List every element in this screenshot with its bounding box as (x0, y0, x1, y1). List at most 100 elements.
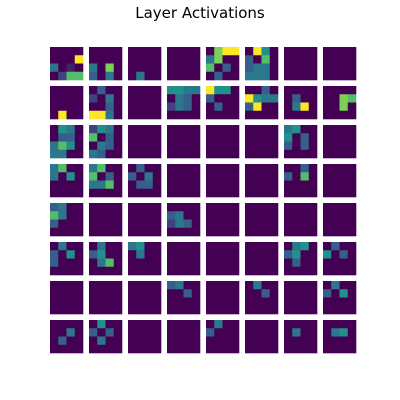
activation-cell (339, 164, 349, 173)
activation-cell (269, 242, 279, 251)
activation-cell (89, 344, 98, 354)
activation-cell (58, 133, 67, 142)
activation-cell (152, 328, 162, 337)
activation-cell (308, 110, 318, 120)
activation-cell (222, 71, 232, 81)
activation-cell (269, 219, 279, 229)
activation-cell (113, 242, 123, 251)
activation-cell (214, 250, 223, 259)
activation-cell (105, 71, 115, 81)
activation-cell (253, 266, 262, 276)
activation-cell (152, 211, 162, 220)
activation-cell (347, 55, 357, 64)
activation-cell (331, 133, 340, 142)
activation-cell (323, 55, 332, 64)
activation-cell (284, 102, 293, 112)
activation-cell (66, 172, 76, 181)
activation-cell (50, 188, 59, 198)
activation-cell (58, 305, 67, 315)
activation-cell (253, 47, 262, 56)
activation-cell (245, 180, 254, 190)
activation-cell (58, 219, 67, 229)
activation-cell (50, 328, 59, 337)
activation-cell (97, 250, 106, 259)
activation-cell (339, 149, 349, 159)
activation-cell (66, 211, 76, 220)
activation-cell (97, 110, 106, 120)
activation-cell (74, 219, 84, 229)
activation-cell (74, 149, 84, 159)
activation-cell (253, 63, 262, 73)
activation-cell (105, 86, 115, 95)
activation-map-24 (323, 125, 357, 159)
activation-cell (105, 125, 115, 134)
activation-cell (183, 250, 193, 259)
activation-cell (50, 110, 59, 120)
activation-cell (206, 47, 215, 56)
activation-cell (308, 250, 318, 259)
activation-cell (152, 110, 162, 120)
activation-cell (292, 211, 301, 220)
activation-cell (74, 133, 84, 142)
activation-map-28 (167, 164, 201, 198)
activation-cell (191, 102, 201, 112)
activation-cell (214, 63, 223, 73)
activation-cell (261, 86, 271, 95)
activation-cell (230, 94, 240, 103)
activation-cell (331, 320, 340, 329)
activation-cell (128, 133, 137, 142)
activation-cell (74, 141, 84, 151)
activation-cell (222, 219, 232, 229)
activation-cell (230, 149, 240, 159)
activation-cell (206, 258, 215, 268)
activation-cell (339, 328, 349, 337)
activation-cell (136, 281, 145, 290)
activation-cell (308, 133, 318, 142)
activation-cell (222, 141, 232, 151)
activation-cell (128, 141, 137, 151)
activation-map-15 (284, 86, 318, 120)
activation-cell (339, 86, 349, 95)
activation-cell (284, 63, 293, 73)
activation-cell (230, 250, 240, 259)
activation-cell (66, 297, 76, 307)
activation-cell (245, 102, 254, 112)
activation-cell (128, 320, 137, 329)
activation-map-55 (284, 281, 318, 315)
activation-cell (339, 71, 349, 81)
activation-cell (58, 149, 67, 159)
activation-cell (284, 141, 293, 151)
activation-cell (66, 164, 76, 173)
activation-cell (136, 203, 145, 212)
activation-cell (175, 47, 184, 56)
activation-cell (347, 305, 357, 315)
activation-cell (191, 203, 201, 212)
activation-cell (97, 102, 106, 112)
activation-cell (230, 71, 240, 81)
activation-cell (175, 250, 184, 259)
activation-cell (191, 133, 201, 142)
activation-cell (97, 203, 106, 212)
activation-cell (253, 227, 262, 237)
activation-cell (292, 289, 301, 298)
activation-cell (214, 94, 223, 103)
activation-cell (230, 125, 240, 134)
activation-cell (128, 188, 137, 198)
activation-cell (128, 203, 137, 212)
activation-cell (261, 227, 271, 237)
activation-map-7 (284, 47, 318, 81)
activation-cell (323, 297, 332, 307)
activation-cell (66, 63, 76, 73)
activation-cell (105, 180, 115, 190)
activation-cell (58, 141, 67, 151)
activation-cell (206, 305, 215, 315)
activation-cell (331, 266, 340, 276)
activation-cell (191, 258, 201, 268)
activation-cell (347, 227, 357, 237)
activation-cell (105, 47, 115, 56)
activation-cell (308, 320, 318, 329)
activation-map-49 (50, 281, 84, 315)
activation-cell (105, 281, 115, 290)
activation-map-3 (128, 47, 162, 81)
activation-cell (269, 289, 279, 298)
